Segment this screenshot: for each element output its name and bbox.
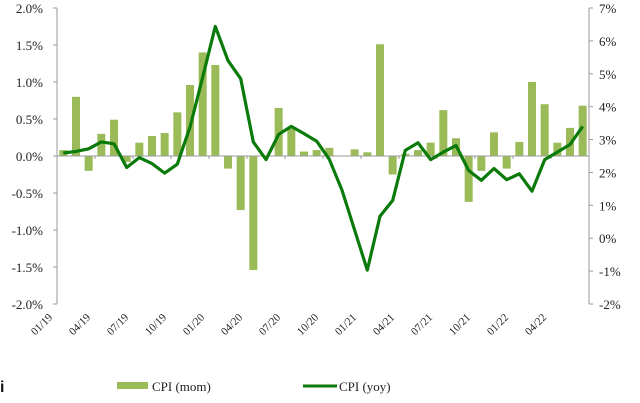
yoy-line [63,24,585,272]
left-tick-label: 1.0% [16,75,43,90]
bar-10/21 [477,156,486,171]
left-tick-label: 1.5% [16,38,43,53]
left-tick-label: -1.0% [12,223,44,238]
axes-group [53,7,593,305]
bar-05/21 [414,150,422,156]
x-tick-label: 01/21 [333,312,359,338]
bar-11/19 [186,84,194,156]
x-tick-label: 04/20 [219,311,246,338]
corner-glyph: i [0,379,4,396]
legend: CPI (mom) CPI (yoy) [117,379,391,394]
x-tick-label: 07/20 [257,311,284,338]
left-tick-label: -0.5% [12,186,44,201]
right-tick-label: 4% [599,100,617,115]
line-group [63,24,585,272]
x-tick-label: 04/19 [67,311,94,338]
left-tick-label: -1.5% [12,260,44,275]
right-tick-label: 6% [599,34,617,49]
bar-02/19 [72,96,80,156]
bar-01/21 [363,152,372,156]
bar-10/20 [325,147,334,156]
bar-06/22 [578,105,587,156]
bar-09/20 [312,150,321,156]
right-tick-label: 3% [599,133,617,148]
bar-08/19 [148,136,156,156]
bar-10/19 [173,112,182,156]
bar-01/22 [515,141,524,156]
left-tick-label: -2.0% [12,297,44,312]
x-tick-label: 04/22 [523,312,549,338]
bar-06/20 [274,107,283,156]
bar-12/20 [350,149,359,156]
legend-label-mom: CPI (mom) [152,379,211,394]
bar-11/21 [490,132,498,156]
legend-swatch-mom [117,382,148,389]
x-tick-label: 04/21 [371,312,397,338]
bar-12/21 [502,156,511,169]
x-tick-label: 10/20 [295,311,322,338]
left-tick-label: 2.0% [16,1,43,16]
right-tick-label: -2% [599,297,621,312]
bar-07/21 [439,110,448,156]
bar-04/22 [553,142,562,156]
right-tick-label: 2% [599,165,617,180]
bar-04/20 [249,156,258,270]
x-tick-label: 10/21 [447,312,473,338]
x-tick-label: 07/21 [409,312,435,338]
right-tick-label: 5% [599,67,617,82]
bar-02/20 [224,156,232,169]
labels-group: -2.0% -1.5% -1.0% -0.5% 0.0% 0.5% 1.0% 1.5% 2.0%… [12,1,621,338]
x-tick-label: 07/19 [105,311,132,338]
bar-06/19 [122,156,131,162]
bar-01/20 [211,64,220,156]
x-tick-label: 10/19 [143,311,170,338]
bar-02/21 [376,44,384,157]
x-tick-label: 01/22 [485,312,511,338]
bar-07/20 [287,128,296,156]
bar-03/22 [540,104,549,156]
bar-03/20 [236,156,245,211]
bar-09/19 [160,133,169,156]
right-tick-label: 7% [599,1,617,16]
right-tick-label: -1% [599,264,621,279]
bar-06/21 [426,142,435,156]
bar-12/19 [198,52,207,156]
bar-03/19 [84,156,93,171]
bar-04/19 [97,133,106,156]
bar-05/19 [110,119,118,156]
right-tick-label: 1% [599,198,617,213]
right-tick-label: 0% [599,231,617,246]
left-tick-label: 0.5% [16,112,43,127]
bar-09/21 [464,156,473,202]
bar-08/20 [300,151,308,156]
bar-07/19 [135,142,144,156]
bar-02/22 [528,82,536,156]
left-tick-label: 0.0% [16,149,43,164]
x-tick-label: 01/19 [29,311,56,338]
x-tick-label: 01/20 [181,311,208,338]
bar-03/21 [388,156,397,175]
legend-label-yoy: CPI (yoy) [339,379,391,394]
